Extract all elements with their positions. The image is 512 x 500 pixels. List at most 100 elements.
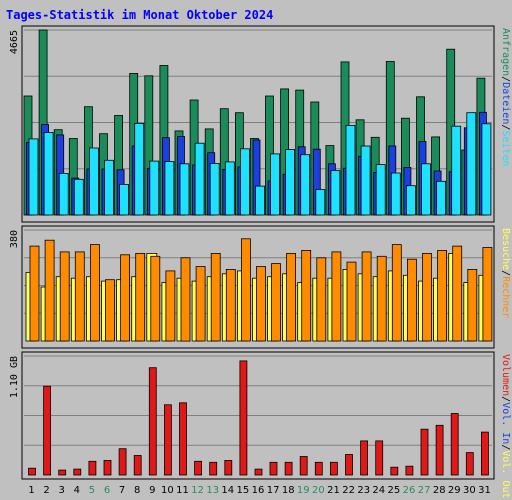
day-label-25: 25 [388, 485, 401, 496]
panel-visits: 380 Besuche/Rechner [9, 225, 511, 349]
bar-rechner-day-4 [74, 251, 85, 342]
day-label-7: 7 [119, 485, 125, 496]
bar-volumen-day-25 [390, 466, 399, 476]
bar-seiten-day-26 [405, 185, 416, 216]
day-label-21: 21 [327, 485, 340, 496]
day-label-9: 9 [149, 485, 155, 496]
axis-max-label: 4665 [9, 30, 20, 54]
bar-rechner-day-23 [361, 251, 372, 342]
bar-volumen-day-19 [299, 456, 308, 476]
day-label-31: 31 [478, 485, 491, 496]
legend-entry: Dateien [500, 82, 511, 124]
legend-entry: Besuche [500, 228, 511, 270]
bar-rechner-day-29 [452, 245, 463, 342]
legend-separator: / [500, 124, 511, 130]
legend-entry: Rechner [500, 276, 511, 318]
bar-volumen-day-13 [209, 461, 218, 476]
bar-seiten-day-19 [300, 154, 311, 216]
day-label-24: 24 [372, 485, 385, 496]
bar-volumen-day-14 [224, 459, 233, 476]
day-label-5: 5 [89, 485, 95, 496]
bar-volumen-day-2 [43, 385, 51, 476]
bar-rechner-day-8 [135, 252, 146, 342]
day-label-10: 10 [161, 485, 174, 496]
bar-rechner-day-12 [195, 266, 206, 342]
bar-volumen-day-22 [345, 454, 353, 476]
bar-volumen-day-1 [28, 467, 36, 476]
day-label-8: 8 [134, 485, 140, 496]
bar-volumen-day-29 [450, 413, 459, 476]
bar-rechner-day-27 [422, 252, 432, 342]
day-label-28: 28 [433, 485, 446, 496]
legend-entry: Vol. Out [500, 450, 511, 498]
bar-rechner-day-26 [406, 258, 417, 342]
bar-rechner-day-20 [316, 257, 327, 342]
bar-seiten-day-3 [58, 172, 69, 216]
bar-rechner-day-13 [210, 252, 221, 342]
bar-volumen-day-20 [314, 461, 323, 476]
legend-entry: Seiten [500, 130, 511, 166]
bar-seiten-day-11 [179, 163, 190, 216]
legend-separator: / [500, 270, 511, 276]
bar-rechner-day-6 [105, 279, 115, 342]
bar-rechner-day-3 [59, 251, 70, 342]
bar-volumen-day-10 [163, 404, 172, 476]
legend-separator: / [500, 76, 511, 82]
bar-volumen-day-31 [480, 431, 489, 476]
bar-volumen-day-8 [133, 455, 142, 476]
bar-volumen-day-6 [103, 459, 112, 476]
day-label-14: 14 [221, 485, 234, 496]
bar-rechner-day-9 [150, 255, 161, 342]
bar-seiten-day-14 [224, 161, 235, 216]
bar-seiten-day-5 [89, 147, 99, 216]
bar-rechner-day-5 [90, 244, 100, 342]
bar-volumen-day-16 [254, 468, 263, 476]
bar-rechner-day-15 [240, 238, 251, 342]
bar-rechner-day-19 [301, 249, 312, 342]
bar-seiten-day-25 [390, 172, 401, 216]
bar-volumen-day-3 [58, 469, 67, 476]
bar-seiten-day-15 [239, 148, 250, 216]
series-rechner [29, 238, 493, 342]
bar-volumen-day-15 [239, 360, 248, 476]
bar-volumen-day-7 [118, 448, 127, 476]
day-label-23: 23 [357, 485, 370, 496]
day-label-18: 18 [282, 485, 295, 496]
legend-entry: Vol. In [500, 402, 511, 444]
bar-seiten-day-29 [451, 125, 462, 216]
bar-seiten-day-22 [345, 125, 356, 216]
bar-seiten-day-2 [43, 132, 54, 216]
bar-rechner-day-28 [437, 249, 448, 342]
day-label-29: 29 [448, 485, 461, 496]
legend-separator: / [500, 396, 511, 402]
bar-volumen-day-5 [88, 460, 97, 476]
bar-volumen-day-28 [435, 424, 444, 476]
bar-seiten-day-1 [28, 138, 39, 216]
bar-rechner-day-7 [120, 254, 130, 342]
bar-rechner-day-21 [331, 251, 342, 342]
day-label-11: 11 [176, 485, 189, 496]
bar-volumen-day-18 [284, 461, 293, 476]
day-label-4: 4 [74, 485, 80, 496]
bar-seiten-day-13 [209, 162, 220, 216]
bar-seiten-day-17 [270, 153, 280, 216]
legend-visits: Besuche/Rechner [500, 228, 511, 318]
legend-volume: Volumen/Vol. In/Vol. Out [500, 354, 511, 499]
day-label-17: 17 [267, 485, 280, 496]
bar-seiten-day-21 [330, 170, 341, 216]
bar-rechner-day-25 [391, 244, 402, 342]
day-label-2: 2 [43, 485, 49, 496]
bar-rechner-day-10 [165, 270, 176, 342]
bar-rechner-day-1 [29, 245, 40, 342]
chart-title: Tages-Statistik im Monat Oktober 2024 [6, 8, 273, 22]
panel-volume: 1.10 GB Volumen/Vol. In/Vol. Out [9, 351, 511, 499]
bar-rechner-day-24 [376, 255, 387, 342]
grid-lines [24, 355, 492, 446]
day-label-20: 20 [312, 485, 325, 496]
bar-rechner-day-16 [256, 266, 266, 342]
panel-hits: 4665 Anfragen/Dateien/Seiten [9, 25, 511, 223]
bar-seiten-day-16 [255, 185, 265, 216]
bar-rechner-day-30 [467, 268, 478, 342]
bar-rechner-day-17 [271, 263, 281, 342]
bar-seiten-day-12 [194, 142, 205, 216]
